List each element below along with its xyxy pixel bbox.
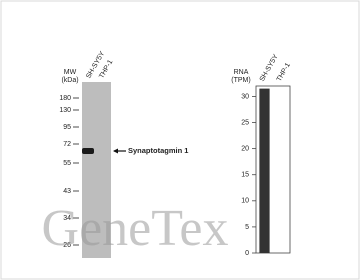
y-tick-label: 10 [241,198,249,205]
figure: MW (kDa) Synaptotagmin 1 RNA (TPM) SH-SY… [0,0,360,280]
mw-unit: (kDa) [61,77,78,84]
y-tick-label: 25 [241,119,249,126]
band [82,148,94,154]
y-tick-label: 5 [245,224,249,231]
y-tick-label: 0 [245,250,249,257]
bar [259,89,269,253]
watermark: GeneTex [42,200,229,257]
marker-label: 95 [63,124,71,131]
marker-label: 43 [63,188,71,195]
y-tick-label: 20 [241,145,249,152]
marker-label: 55 [63,160,71,167]
marker-label: 72 [63,141,71,148]
y-label: RNA [234,69,249,76]
y-unit: (TPM) [231,77,250,84]
mw-label: MW [64,69,77,76]
marker-label: 130 [59,107,71,114]
marker-label: 180 [59,95,71,102]
target-label: Synaptotagmin 1 [128,146,188,155]
y-tick-label: 30 [241,93,249,100]
y-tick-label: 15 [241,172,249,179]
